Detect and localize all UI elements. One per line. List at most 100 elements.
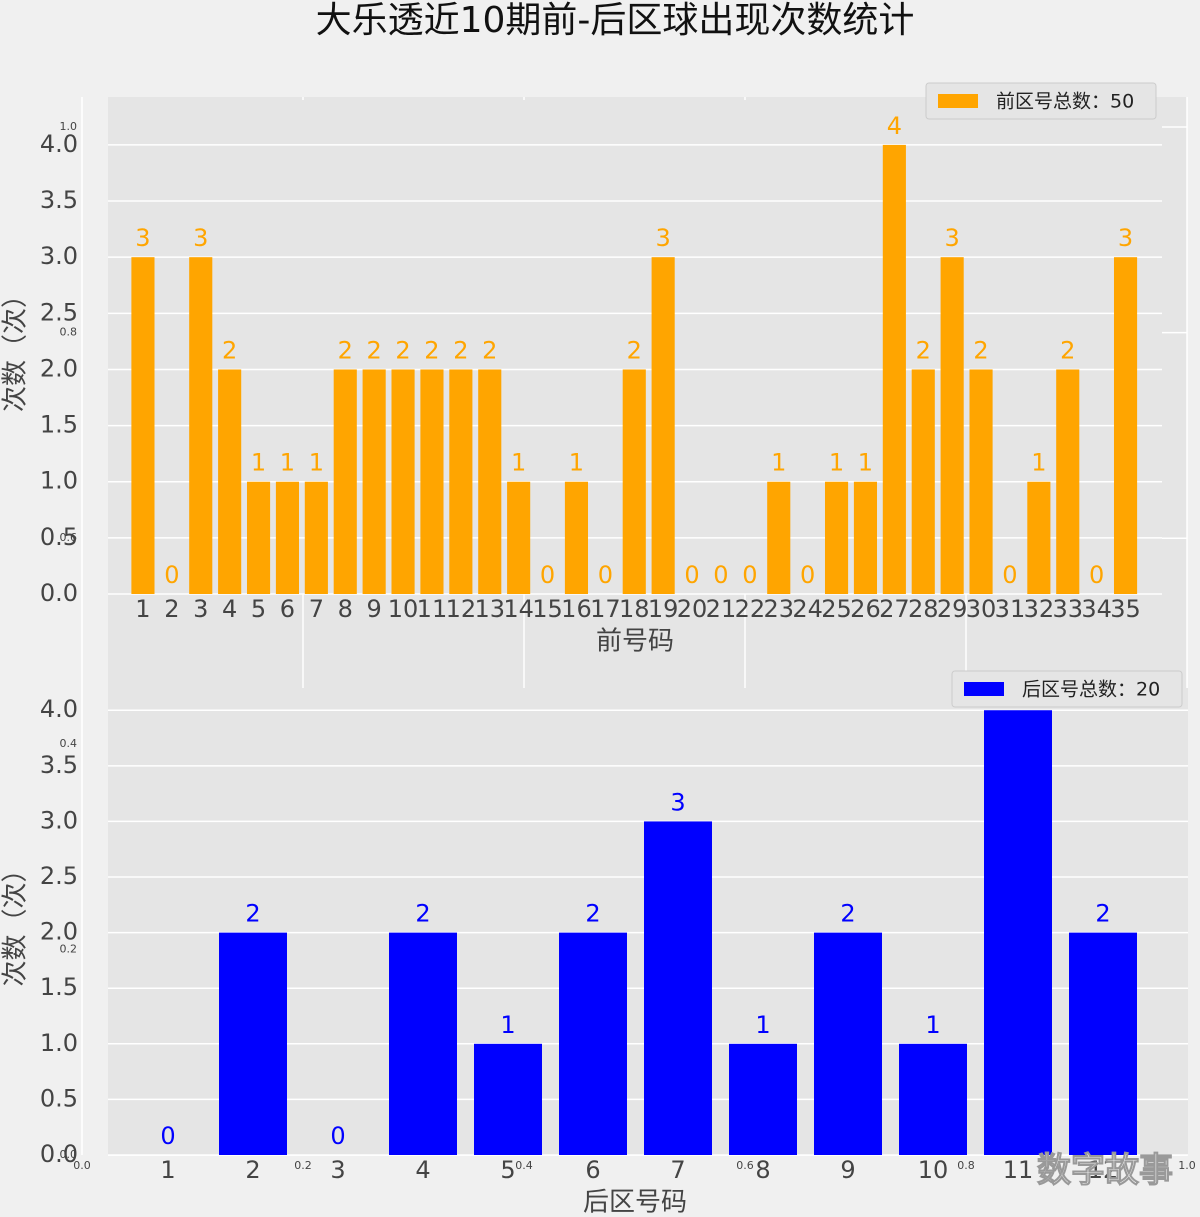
value-label: 2 [1060,336,1075,364]
bar [651,257,675,594]
x-tick-label: 1 [135,595,150,623]
x-tick-label: 32 [1024,595,1055,623]
value-label: 2 [245,900,260,928]
bar [304,481,328,594]
y-tick-label: 2.0 [40,918,78,946]
bar [984,710,1052,1155]
x-tick-label: 9 [367,595,382,623]
bar [1069,932,1137,1155]
value-label: 0 [713,561,728,589]
value-label: 2 [916,336,931,364]
x-tick-label: 0.0 [73,1159,91,1172]
x-tick-label: 6 [585,1156,600,1184]
value-label: 3 [945,224,960,252]
y-tick-label: 2.5 [40,298,78,326]
x-tick-label: 21 [706,595,737,623]
y-tick-label: 2.0 [40,354,78,382]
value-label: 2 [395,336,410,364]
bar [814,932,882,1155]
value-label: 0 [1089,561,1104,589]
bar [246,481,271,594]
x-tick-label: 8 [755,1156,770,1184]
x-tick-label: 17 [590,595,621,623]
x-tick-label: 22 [735,595,766,623]
bar [644,821,712,1155]
bar [622,369,646,594]
y-tick-label: 1.0 [40,467,78,495]
x-tick-label: 30 [966,595,997,623]
y-tick-label: 0.0 [40,1140,78,1168]
x-tick-label: 34 [1081,595,1112,623]
value-label: 1 [1031,449,1046,477]
value-label: 3 [193,224,208,252]
x-tick-label: 18 [619,595,650,623]
x-tick-label: 10 [388,595,419,623]
bar [1056,369,1080,594]
y-axis-label: 次数（次） [1,856,31,986]
x-tick-label: 7 [309,595,324,623]
value-label: 2 [1095,900,1110,928]
x-axis-label: 前号码 [596,627,674,657]
value-label: 2 [367,336,382,364]
bar [1027,481,1051,594]
x-tick-label: 10 [918,1156,949,1184]
x-tick-label: 28 [908,595,939,623]
x-tick-label: 9 [840,1156,855,1184]
y-tick-label: 4.0 [40,130,78,158]
y-tick-label: 3.0 [40,242,78,270]
bar [853,481,878,594]
bar [333,369,357,594]
bar [507,481,531,594]
value-label: 2 [338,336,353,364]
x-tick-label: 6 [280,595,295,623]
value-label: 2 [222,336,237,364]
x-tick-label: 0.8 [957,1159,975,1172]
value-label: 3 [656,224,671,252]
y-tick-label: 1.0 [40,1029,78,1057]
bar [559,932,627,1155]
value-label: 1 [569,449,584,477]
legend-swatch [938,94,978,108]
value-label: 1 [771,449,786,477]
value-label: 2 [482,336,497,364]
bar [391,369,415,594]
value-label: 1 [280,449,295,477]
y-tick-label: 0.5 [40,1084,78,1112]
value-label: 0 [684,561,699,589]
x-tick-label: 23 [763,595,794,623]
x-tick-label: 15 [532,595,563,623]
value-label: 2 [453,336,468,364]
value-label: 0 [164,561,179,589]
x-tick-label: 2 [164,595,179,623]
x-tick-label: 27 [879,595,910,623]
x-tick-label: 4 [415,1156,430,1184]
bar [219,932,287,1155]
x-tick-label: 19 [648,595,679,623]
y-tick-label: 0.4 [60,737,78,750]
value-label: 2 [585,900,600,928]
x-tick-label: 12 [446,595,477,623]
bar [389,932,457,1155]
value-label: 2 [415,900,430,928]
x-tick-label: 14 [503,595,534,623]
value-label: 0 [742,561,757,589]
y-tick-label: 1.5 [40,411,78,439]
bar [420,369,444,594]
x-tick-label: 12 [1088,1156,1119,1184]
x-tick-label: 5 [500,1156,515,1184]
x-tick-label: 29 [937,595,968,623]
bar [131,257,155,594]
value-label: 3 [670,788,685,816]
x-tick-label: 3 [330,1156,345,1184]
x-tick-label: 0.2 [294,1159,312,1172]
y-tick-label: 3.0 [40,806,78,834]
x-tick-label: 0.4 [515,1159,533,1172]
bar [189,257,213,594]
value-label: 3 [135,224,150,252]
y-tick-label: 4.0 [40,695,78,723]
value-label: 1 [251,449,266,477]
x-tick-label: 13 [474,595,505,623]
bar [899,1043,967,1155]
legend-box [925,82,1157,120]
bar [767,481,791,594]
